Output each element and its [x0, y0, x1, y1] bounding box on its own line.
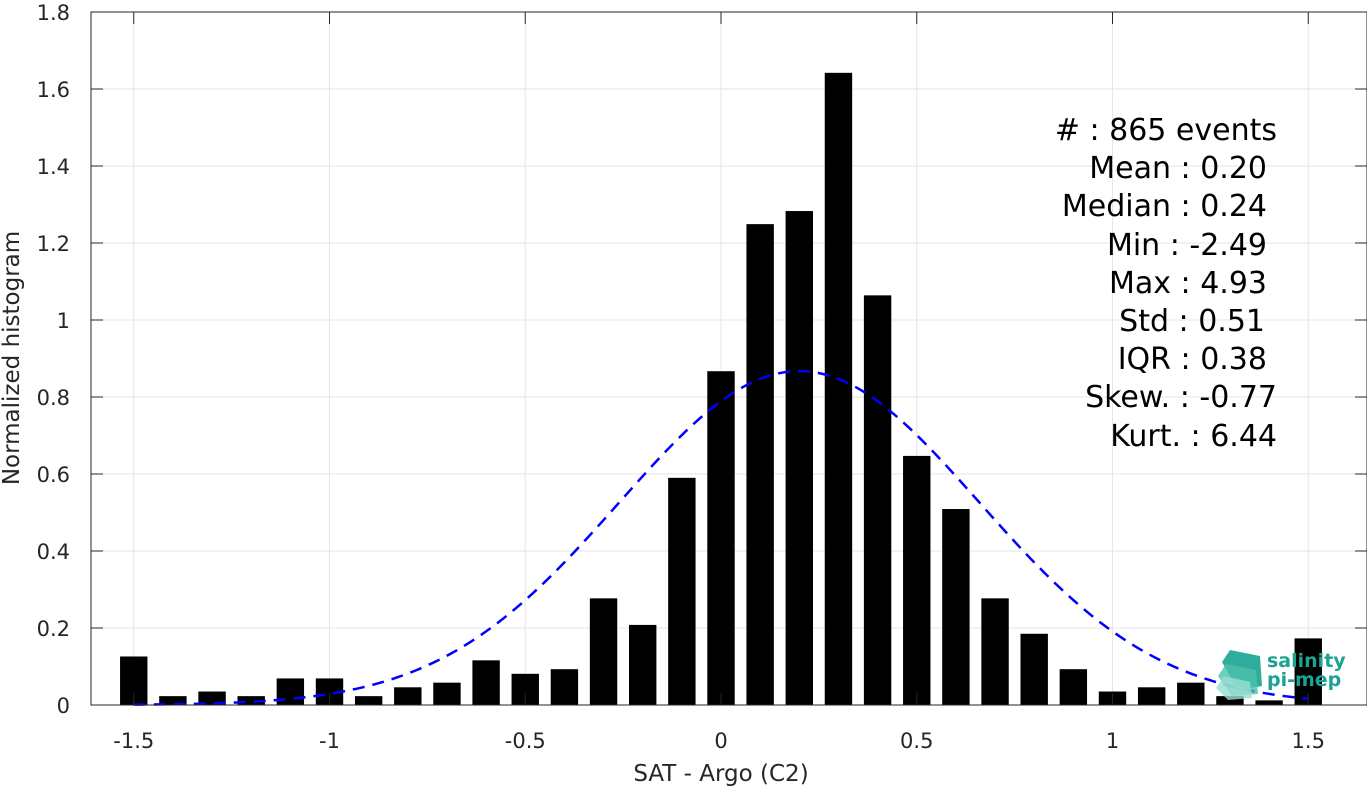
histogram-bar [354, 696, 383, 705]
histogram-bar [903, 455, 931, 705]
histogram-bar [785, 211, 814, 706]
stat-std: Std : 0.51 [1119, 304, 1265, 339]
stat-skew: Skew. : -0.77 [1085, 380, 1277, 415]
histogram-bar [276, 678, 305, 705]
histogram-bar [1137, 687, 1166, 705]
x-axis-title: SAT - Argo (C2) [633, 761, 808, 787]
stat-iqr: IQR : 0.38 [1118, 342, 1267, 377]
y-tick-label: 0.4 [37, 540, 70, 564]
y-tick-label: 0.6 [37, 463, 70, 487]
x-tick-label: 0 [714, 729, 727, 753]
x-tick-labels: -1.5 -1 -0.5 0 0.5 1 1.5 [113, 729, 1325, 753]
histogram-bar [942, 509, 970, 705]
y-tick-label: 1.2 [37, 232, 70, 256]
bars [120, 72, 1322, 706]
histogram-bar [159, 696, 187, 705]
stat-count: # : 865 events [1055, 113, 1277, 148]
histogram-bar [1255, 700, 1283, 705]
histogram-bar [550, 669, 579, 705]
logo-line1: salinity [1267, 650, 1346, 672]
histogram-bar [628, 624, 657, 705]
y-tick-label: 0.2 [37, 617, 70, 641]
axes [90, 11, 1367, 706]
stat-max: Max : 4.93 [1109, 266, 1267, 301]
statistics-annotation: # : 865 events Mean : 0.20 Median : 0.24… [1055, 113, 1277, 454]
y-tick-label: 1.4 [37, 155, 70, 179]
stat-kurt: Kurt. : 6.44 [1110, 419, 1277, 454]
histogram-bar [707, 371, 735, 705]
histogram-bar [433, 682, 461, 705]
x-tick-label: 0.5 [900, 729, 933, 753]
y-tick-label: 1 [57, 309, 70, 333]
histogram-bar [824, 72, 853, 705]
y-tick-label: 0.8 [37, 386, 70, 410]
y-axis-title: Normalized histogram [0, 231, 25, 485]
histogram-bar [981, 598, 1009, 705]
logo-line2: pi-mep [1267, 669, 1341, 691]
histogram-bar [589, 598, 618, 705]
stat-min: Min : -2.49 [1107, 228, 1267, 263]
histogram-bar [1020, 633, 1048, 705]
x-tick-label: -1 [319, 729, 340, 753]
y-tick-label: 0 [57, 694, 70, 718]
histogram-bar [472, 660, 500, 705]
salinity-pi-mep-logo: salinity pi-mep [1216, 650, 1346, 700]
histogram-bar [237, 696, 265, 705]
histogram-bar [1059, 669, 1088, 705]
x-tick-label: 1.5 [1292, 729, 1325, 753]
stat-mean: Mean : 0.20 [1089, 151, 1267, 186]
histogram-bar [198, 691, 226, 705]
y-tick-labels: 0 0.2 0.4 0.6 0.8 1 1.2 1.4 1.6 1.8 [37, 1, 70, 718]
y-tick-label: 1.8 [37, 1, 70, 25]
x-tick-label: -0.5 [505, 729, 546, 753]
plot-frame [90, 11, 1367, 706]
histogram-bar [394, 687, 422, 705]
x-tick-label: 1 [1106, 729, 1119, 753]
stat-median: Median : 0.24 [1062, 189, 1267, 224]
histogram-bar [746, 224, 774, 705]
histogram-bar [668, 477, 696, 705]
logo-icon [1216, 650, 1262, 700]
x-tick-label: -1.5 [113, 729, 154, 753]
y-tick-label: 1.6 [37, 78, 70, 102]
histogram-bar [1177, 682, 1205, 705]
histogram-bar [1216, 696, 1244, 705]
histogram-bar [863, 295, 892, 705]
